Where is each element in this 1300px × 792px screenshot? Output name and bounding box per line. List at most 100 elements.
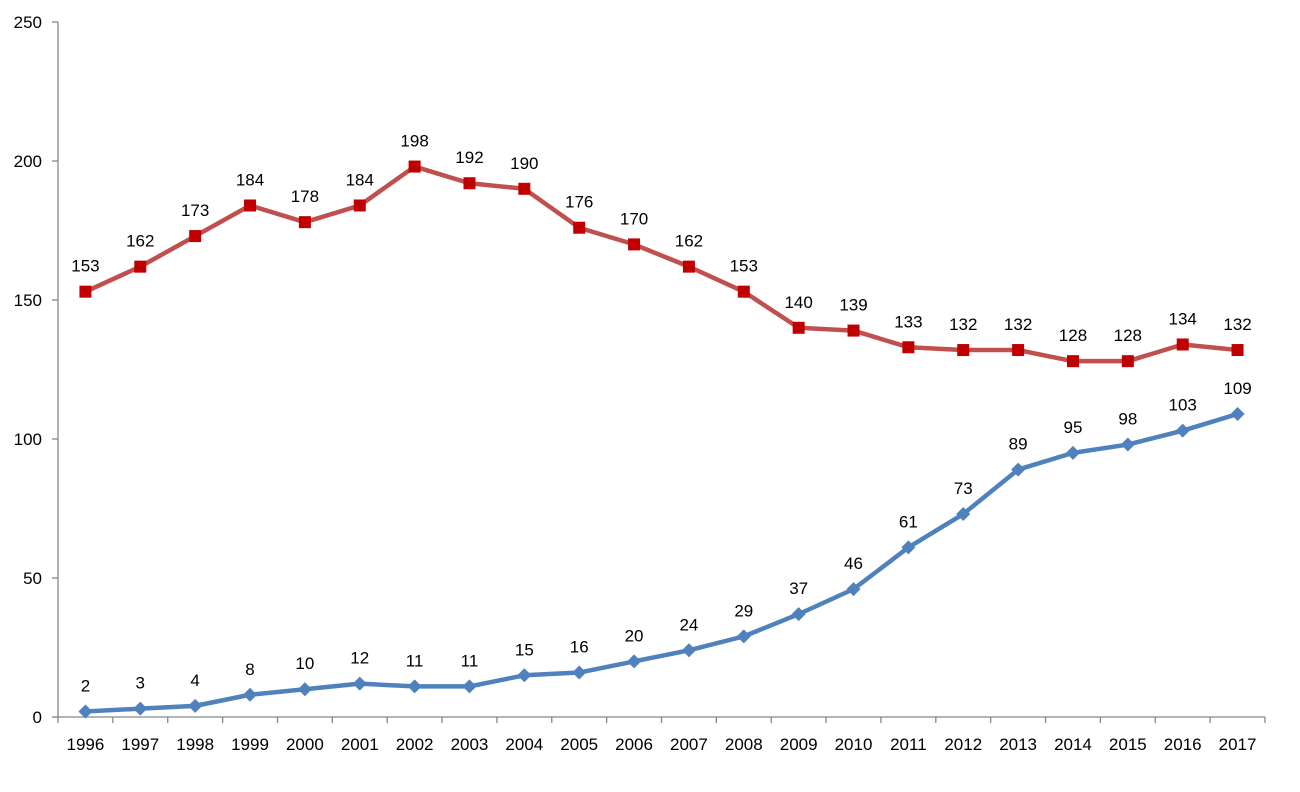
series-1-data-label: 11 (461, 651, 479, 670)
series-1-data-label: 2 (81, 676, 90, 695)
series-0-data-label: 198 (400, 132, 428, 151)
series-0-data-label: 190 (510, 154, 538, 173)
x-tick-label: 2016 (1164, 735, 1202, 754)
y-tick-label: 50 (23, 569, 42, 588)
series-0-point (792, 321, 805, 334)
series-1-point (243, 687, 258, 702)
x-tick-label: 2012 (944, 735, 982, 754)
series-1-point (736, 629, 751, 644)
series-0-point (902, 341, 915, 354)
x-tick-label: 2004 (505, 735, 543, 754)
series-1-data-label: 15 (515, 640, 534, 659)
series-1-data-label: 46 (844, 554, 863, 573)
series-1-point (572, 665, 587, 680)
series-1-data-label: 3 (136, 674, 145, 693)
series-0-data-label: 134 (1169, 309, 1197, 328)
series-0-data-label: 192 (455, 148, 483, 167)
series-0-data-label: 176 (565, 193, 593, 212)
x-tick-label: 2007 (670, 735, 708, 754)
series-0-point (353, 199, 366, 212)
series-0-point (573, 221, 586, 234)
series-0-data-label: 153 (730, 257, 758, 276)
series-0-point (79, 285, 92, 298)
series-1-data-label: 29 (734, 601, 753, 620)
series-1-point (1011, 462, 1026, 477)
series-0-point (682, 260, 695, 273)
series-1-point (297, 682, 312, 697)
series-1-point (407, 679, 422, 694)
series-layer (78, 160, 1245, 719)
series-0-data-label: 128 (1114, 326, 1142, 345)
series-1-point (1230, 406, 1245, 421)
y-tick-label: 150 (14, 291, 42, 310)
series-0-data-label: 170 (620, 209, 648, 228)
y-tick-label: 200 (14, 152, 42, 171)
series-0-point (244, 199, 257, 212)
x-tick-label: 1997 (121, 735, 159, 754)
series-0-point (957, 344, 970, 357)
y-tick-label: 0 (33, 708, 42, 727)
x-tick-label: 2006 (615, 735, 653, 754)
x-tick-label: 2003 (451, 735, 489, 754)
series-0-data-label: 184 (236, 170, 264, 189)
series-1-data-label: 11 (406, 651, 424, 670)
series-1-point (352, 676, 367, 691)
series-0-point (408, 160, 421, 173)
x-tick-label: 2005 (560, 735, 598, 754)
series-1-point (188, 698, 203, 713)
series-0-data-label: 184 (346, 170, 374, 189)
series-0-point (518, 182, 531, 195)
series-0-data-label: 173 (181, 201, 209, 220)
x-tick-label: 2017 (1219, 735, 1257, 754)
x-tick-label: 2015 (1109, 735, 1147, 754)
series-1-point (956, 507, 971, 522)
x-tick-label: 1996 (67, 735, 105, 754)
x-tick-label: 1999 (231, 735, 269, 754)
series-0-data-label: 140 (784, 293, 812, 312)
series-0-line (83, 164, 1240, 364)
series-1-point (133, 701, 148, 716)
series-1-data-label: 103 (1169, 396, 1197, 415)
series-1-point (681, 643, 696, 658)
series-0-data-label: 162 (675, 232, 703, 251)
series-0-point (1066, 355, 1079, 368)
series-1-point (846, 582, 861, 597)
series-0-data-label: 132 (1004, 315, 1032, 334)
series-0-point (298, 216, 311, 229)
series-1-data-label: 8 (245, 660, 254, 679)
series-1-data-label: 37 (789, 579, 808, 598)
series-0-point (463, 177, 476, 190)
series-1-data-label: 20 (625, 626, 644, 645)
x-tick-label: 2008 (725, 735, 763, 754)
series-0-point (189, 230, 202, 243)
series-0-data-label: 132 (949, 315, 977, 334)
series-0-data-label: 178 (291, 187, 319, 206)
x-tick-label: 2002 (396, 735, 434, 754)
series-0-point (737, 285, 750, 298)
series-0-data-label: 153 (71, 257, 99, 276)
series-1-data-label: 16 (570, 638, 589, 657)
series-1-point (462, 679, 477, 694)
series-1-data-label: 12 (350, 649, 369, 668)
series-0-data-label: 133 (894, 312, 922, 331)
series-0-point (1176, 338, 1189, 351)
series-1-point (627, 654, 642, 669)
x-tick-label: 2014 (1054, 735, 1092, 754)
series-1-point (901, 540, 916, 555)
series-0-point (134, 260, 147, 273)
series-0-point (1231, 344, 1244, 357)
series-0-point (1012, 344, 1025, 357)
y-tick-label: 250 (14, 13, 42, 32)
series-1-data-label: 98 (1118, 410, 1137, 429)
x-tick-label: 2001 (341, 735, 379, 754)
y-tick-label: 100 (14, 430, 42, 449)
series-1-data-label: 4 (190, 671, 199, 690)
series-0-point (847, 324, 860, 337)
series-1-data-label: 73 (954, 479, 973, 498)
series-1-line (83, 411, 1240, 714)
series-1-point (78, 704, 93, 719)
series-1-data-label: 24 (679, 615, 698, 634)
series-0-data-label: 162 (126, 232, 154, 251)
